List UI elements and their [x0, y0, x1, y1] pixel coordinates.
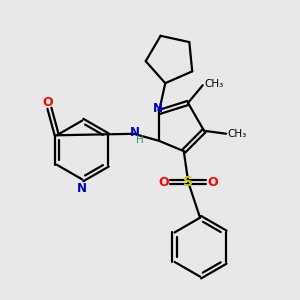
Text: N: N [77, 182, 87, 195]
Text: N: N [152, 102, 163, 115]
Text: O: O [158, 176, 169, 188]
Text: S: S [183, 175, 193, 189]
Text: N: N [130, 126, 140, 139]
Text: O: O [43, 96, 53, 110]
Text: CH₃: CH₃ [228, 129, 247, 139]
Text: O: O [208, 176, 218, 188]
Text: H: H [136, 135, 144, 145]
Text: CH₃: CH₃ [204, 79, 224, 89]
